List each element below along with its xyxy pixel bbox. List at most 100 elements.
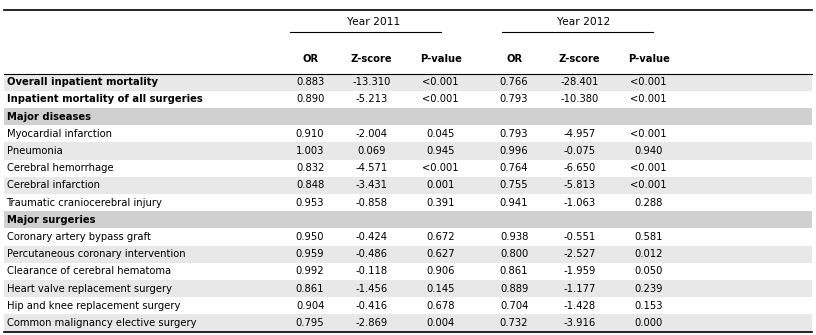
Text: 0.890: 0.890	[296, 94, 324, 105]
Text: -10.380: -10.380	[561, 94, 598, 105]
Text: 0.627: 0.627	[426, 249, 455, 259]
Text: 0.239: 0.239	[635, 284, 663, 294]
Text: 0.672: 0.672	[426, 232, 455, 242]
Text: <0.001: <0.001	[631, 163, 667, 173]
Text: 0.950: 0.950	[296, 232, 324, 242]
Text: -3.431: -3.431	[355, 181, 388, 191]
Text: 0.145: 0.145	[427, 284, 455, 294]
Bar	[4, 228, 812, 246]
Text: Overall inpatient mortality: Overall inpatient mortality	[7, 77, 157, 87]
Text: Common malignancy elective surgery: Common malignancy elective surgery	[7, 318, 196, 328]
Text: <0.001: <0.001	[631, 181, 667, 191]
Text: 0.755: 0.755	[499, 181, 529, 191]
Text: Heart valve replacement surgery: Heart valve replacement surgery	[7, 284, 171, 294]
Text: -1.177: -1.177	[563, 284, 596, 294]
Bar	[4, 315, 812, 332]
Bar	[4, 108, 812, 125]
Text: 0.793: 0.793	[500, 94, 528, 105]
Text: P-value: P-value	[419, 54, 462, 64]
Bar	[4, 74, 812, 91]
Text: 0.938: 0.938	[500, 232, 528, 242]
Text: -5.813: -5.813	[563, 181, 596, 191]
Text: 0.832: 0.832	[296, 163, 324, 173]
Bar	[4, 280, 812, 297]
Text: -1.959: -1.959	[563, 266, 596, 276]
Text: 0.889: 0.889	[500, 284, 528, 294]
Text: 1.003: 1.003	[296, 146, 324, 156]
Text: OR: OR	[302, 54, 318, 64]
Text: Major diseases: Major diseases	[7, 112, 91, 122]
Text: -0.858: -0.858	[355, 198, 388, 208]
Text: 0.581: 0.581	[635, 232, 663, 242]
Text: Cerebral hemorrhage: Cerebral hemorrhage	[7, 163, 113, 173]
Text: <0.001: <0.001	[631, 94, 667, 105]
Text: 0.861: 0.861	[500, 266, 528, 276]
Text: -0.416: -0.416	[355, 301, 388, 311]
Text: Clearance of cerebral hematoma: Clearance of cerebral hematoma	[7, 266, 171, 276]
Text: 0.906: 0.906	[427, 266, 455, 276]
Text: -4.957: -4.957	[563, 129, 596, 139]
Text: -2.004: -2.004	[355, 129, 388, 139]
Text: 0.800: 0.800	[500, 249, 528, 259]
Text: 0.050: 0.050	[635, 266, 663, 276]
Text: Z-score: Z-score	[558, 54, 601, 64]
Text: Pneumonia: Pneumonia	[7, 146, 62, 156]
Text: -3.916: -3.916	[563, 318, 596, 328]
Text: P-value: P-value	[628, 54, 670, 64]
Text: Hip and knee replacement surgery: Hip and knee replacement surgery	[7, 301, 180, 311]
Text: <0.001: <0.001	[423, 94, 459, 105]
Text: 0.012: 0.012	[635, 249, 663, 259]
Text: -2.527: -2.527	[563, 249, 596, 259]
Text: -1.428: -1.428	[563, 301, 596, 311]
Text: Traumatic craniocerebral injury: Traumatic craniocerebral injury	[7, 198, 162, 208]
Text: 0.992: 0.992	[295, 266, 325, 276]
Text: 0.996: 0.996	[499, 146, 529, 156]
Text: <0.001: <0.001	[423, 77, 459, 87]
Text: 0.861: 0.861	[296, 284, 324, 294]
Text: -1.456: -1.456	[355, 284, 388, 294]
Text: -5.213: -5.213	[355, 94, 388, 105]
Text: Year 2012: Year 2012	[557, 17, 610, 27]
Text: 0.945: 0.945	[427, 146, 455, 156]
Text: 0.940: 0.940	[635, 146, 663, 156]
Bar	[4, 142, 812, 160]
Text: -0.551: -0.551	[563, 232, 596, 242]
Text: 0.904: 0.904	[296, 301, 324, 311]
Text: 0.391: 0.391	[427, 198, 455, 208]
Text: 0.795: 0.795	[295, 318, 325, 328]
Text: 0.848: 0.848	[296, 181, 324, 191]
Text: 0.001: 0.001	[427, 181, 455, 191]
Text: Year 2011: Year 2011	[347, 17, 401, 27]
Text: 0.004: 0.004	[427, 318, 455, 328]
Text: 0.288: 0.288	[635, 198, 663, 208]
Text: 0.704: 0.704	[500, 301, 528, 311]
Text: Major surgeries: Major surgeries	[7, 215, 95, 225]
Bar	[4, 91, 812, 108]
Text: 0.000: 0.000	[635, 318, 663, 328]
Text: -4.571: -4.571	[355, 163, 388, 173]
Text: Coronary artery bypass graft: Coronary artery bypass graft	[7, 232, 150, 242]
Text: -0.486: -0.486	[355, 249, 388, 259]
Text: 0.764: 0.764	[500, 163, 528, 173]
Text: 0.069: 0.069	[357, 146, 385, 156]
Bar	[4, 194, 812, 211]
Bar	[4, 125, 812, 142]
Text: 0.045: 0.045	[427, 129, 455, 139]
Text: -0.424: -0.424	[355, 232, 388, 242]
Bar	[4, 297, 812, 315]
Text: 0.883: 0.883	[296, 77, 324, 87]
Text: Inpatient mortality of all surgeries: Inpatient mortality of all surgeries	[7, 94, 202, 105]
Bar	[4, 263, 812, 280]
Text: 0.766: 0.766	[499, 77, 529, 87]
Text: 0.910: 0.910	[296, 129, 324, 139]
Bar	[4, 160, 812, 177]
Text: OR: OR	[506, 54, 522, 64]
Text: 0.153: 0.153	[635, 301, 663, 311]
Text: 0.678: 0.678	[427, 301, 455, 311]
Text: <0.001: <0.001	[423, 163, 459, 173]
Text: -13.310: -13.310	[352, 77, 391, 87]
Text: 0.732: 0.732	[500, 318, 528, 328]
Text: Z-score: Z-score	[350, 54, 392, 64]
Text: -1.063: -1.063	[563, 198, 596, 208]
Text: -2.869: -2.869	[355, 318, 388, 328]
